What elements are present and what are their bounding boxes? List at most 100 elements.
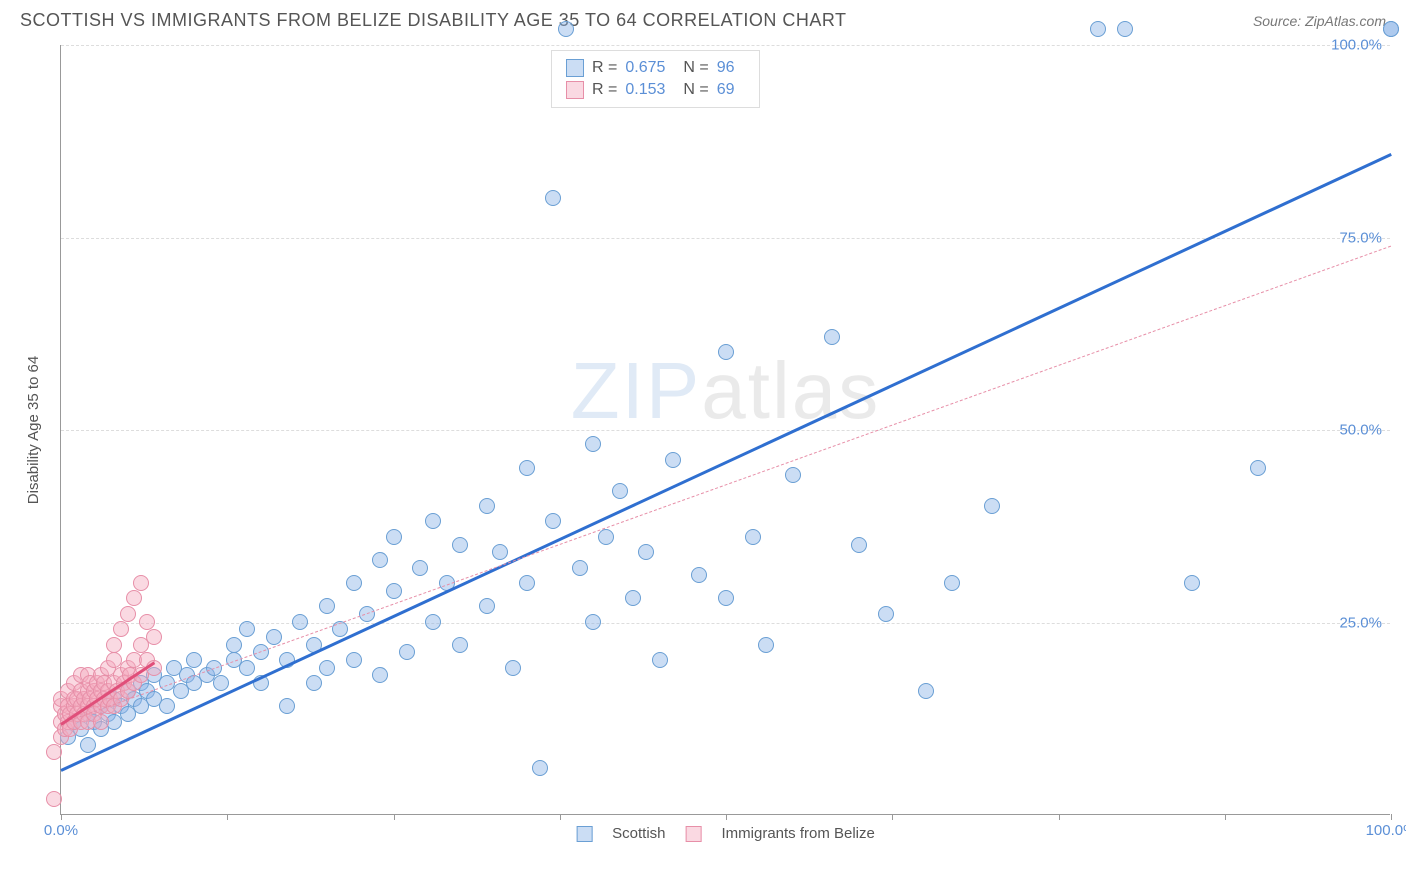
swatch-belize-icon <box>566 81 584 99</box>
data-point <box>292 614 308 630</box>
x-tick-mark <box>394 814 395 820</box>
data-point <box>372 552 388 568</box>
data-point <box>452 537 468 553</box>
data-point <box>239 621 255 637</box>
legend-swatch-scottish-icon <box>576 826 592 842</box>
data-point <box>878 606 894 622</box>
data-point <box>106 637 122 653</box>
data-point <box>585 614 601 630</box>
data-point <box>146 629 162 645</box>
data-point <box>113 621 129 637</box>
data-point <box>824 329 840 345</box>
x-tick-mark <box>1391 814 1392 820</box>
x-tick-mark <box>560 814 561 820</box>
data-point <box>226 637 242 653</box>
data-point <box>984 498 1000 514</box>
legend-label-belize: Immigrants from Belize <box>721 825 874 842</box>
data-point <box>266 629 282 645</box>
data-point <box>718 344 734 360</box>
legend-swatch-belize-icon <box>685 826 701 842</box>
data-point <box>479 498 495 514</box>
data-point <box>545 190 561 206</box>
data-point <box>691 567 707 583</box>
source-attribution: Source: ZipAtlas.com <box>1253 13 1386 29</box>
y-tick-label: 75.0% <box>1339 229 1382 246</box>
chart-title: SCOTTISH VS IMMIGRANTS FROM BELIZE DISAB… <box>20 10 847 31</box>
data-point <box>372 667 388 683</box>
data-point <box>279 698 295 714</box>
data-point <box>918 683 934 699</box>
swatch-scottish-icon <box>566 59 584 77</box>
data-point <box>665 452 681 468</box>
data-point <box>851 537 867 553</box>
data-point <box>133 575 149 591</box>
data-point <box>585 436 601 452</box>
data-point <box>93 714 109 730</box>
data-point <box>758 637 774 653</box>
data-point <box>519 460 535 476</box>
data-point <box>558 21 574 37</box>
y-axis-label: Disability Age 35 to 64 <box>25 356 42 504</box>
data-point <box>519 575 535 591</box>
x-tick-mark <box>1225 814 1226 820</box>
data-point <box>213 675 229 691</box>
data-point <box>425 614 441 630</box>
data-point <box>399 644 415 660</box>
data-point <box>718 590 734 606</box>
data-point <box>126 590 142 606</box>
data-point <box>46 791 62 807</box>
data-point <box>652 652 668 668</box>
data-point <box>505 660 521 676</box>
x-tick-mark <box>726 814 727 820</box>
data-point <box>425 513 441 529</box>
data-point <box>346 652 362 668</box>
stats-row-belize: R = 0.153 N = 69 <box>566 79 745 101</box>
data-point <box>386 583 402 599</box>
data-point <box>412 560 428 576</box>
gridline-h <box>61 238 1390 239</box>
data-point <box>1184 575 1200 591</box>
data-point <box>1383 21 1399 37</box>
gridline-h <box>61 430 1390 431</box>
data-point <box>239 660 255 676</box>
data-point <box>46 744 62 760</box>
data-point <box>452 637 468 653</box>
scatter-chart: ZIPatlas R = 0.675 N = 96 R = 0.153 N = … <box>60 45 1390 815</box>
x-tick-mark <box>1059 814 1060 820</box>
data-point <box>319 598 335 614</box>
data-point <box>120 606 136 622</box>
legend: Scottish Immigrants from Belize <box>576 825 875 842</box>
gridline-h <box>61 45 1390 46</box>
x-tick-mark <box>892 814 893 820</box>
correlation-stats-box: R = 0.675 N = 96 R = 0.153 N = 69 <box>551 50 760 108</box>
data-point <box>1117 21 1133 37</box>
trend-line <box>61 245 1391 723</box>
trend-line <box>60 153 1391 772</box>
data-point <box>1090 21 1106 37</box>
x-tick-label: 100.0% <box>1366 822 1406 839</box>
data-point <box>944 575 960 591</box>
data-point <box>80 737 96 753</box>
data-point <box>479 598 495 614</box>
data-point <box>1250 460 1266 476</box>
x-tick-mark <box>61 814 62 820</box>
data-point <box>785 467 801 483</box>
data-point <box>386 529 402 545</box>
data-point <box>545 513 561 529</box>
y-tick-label: 100.0% <box>1331 37 1382 54</box>
x-tick-mark <box>227 814 228 820</box>
data-point <box>319 660 335 676</box>
data-point <box>492 544 508 560</box>
gridline-h <box>61 623 1390 624</box>
data-point <box>638 544 654 560</box>
x-tick-label: 0.0% <box>44 822 78 839</box>
y-tick-label: 25.0% <box>1339 614 1382 631</box>
data-point <box>612 483 628 499</box>
data-point <box>598 529 614 545</box>
chart-header: SCOTTISH VS IMMIGRANTS FROM BELIZE DISAB… <box>0 0 1406 36</box>
data-point <box>346 575 362 591</box>
data-point <box>139 614 155 630</box>
data-point <box>306 675 322 691</box>
y-tick-label: 50.0% <box>1339 422 1382 439</box>
data-point <box>572 560 588 576</box>
